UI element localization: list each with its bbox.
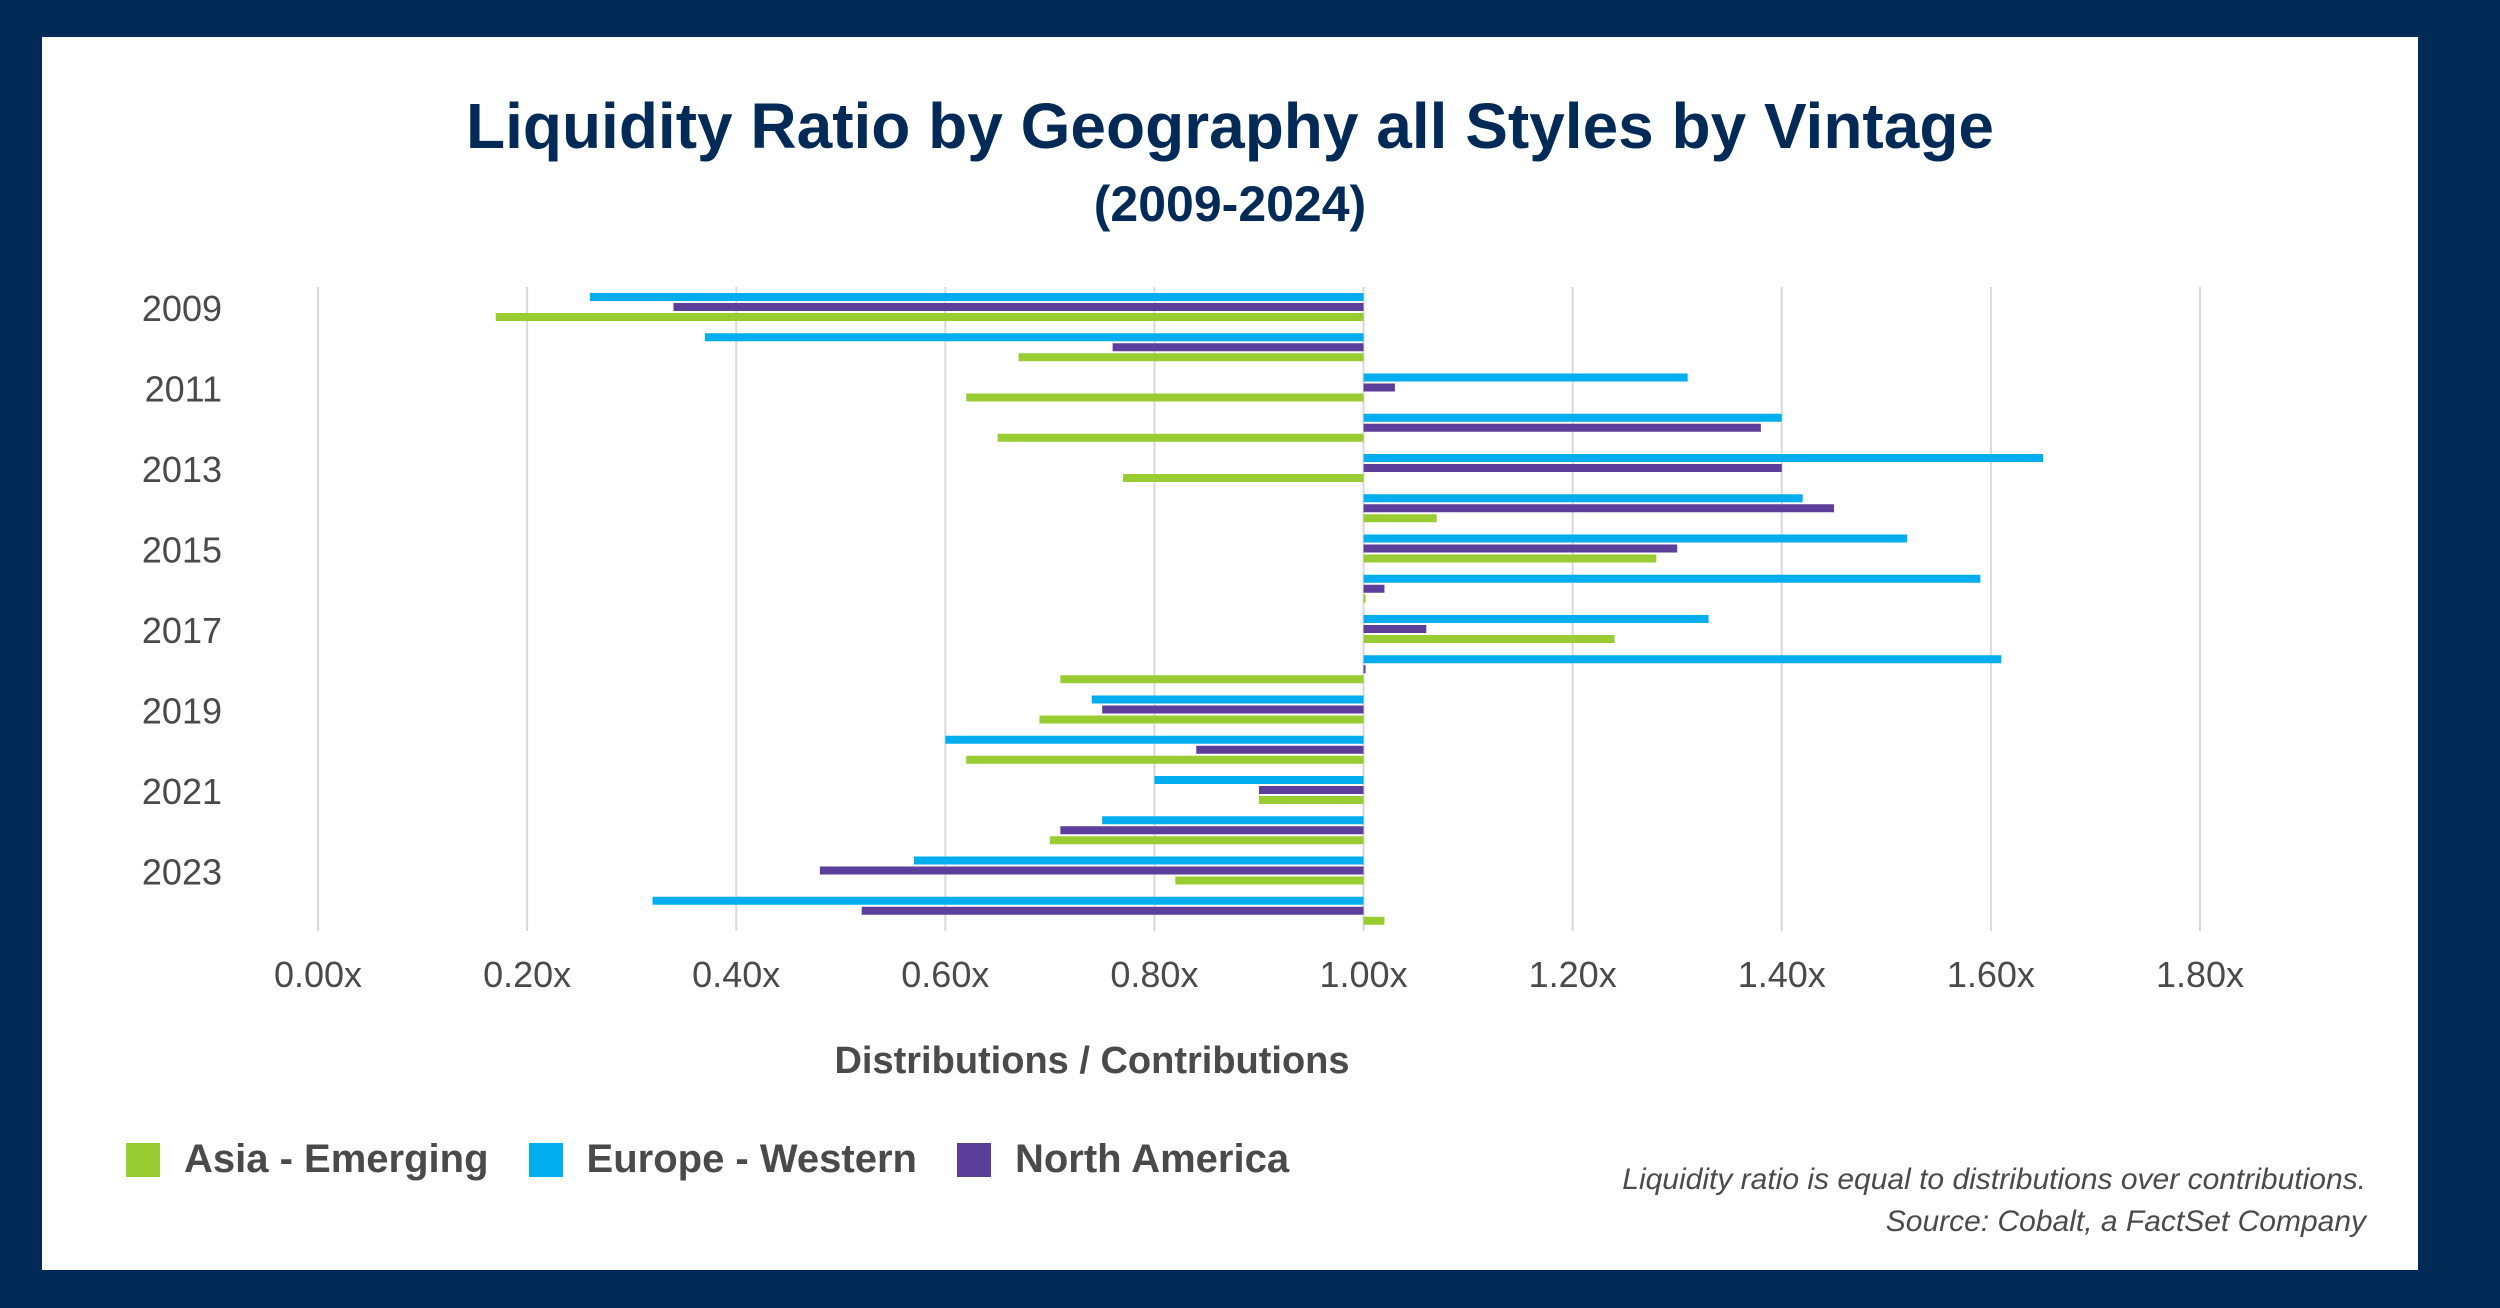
x-tick-label: 0.40x (692, 954, 780, 995)
note-line-definition: Liquidity ratio is equal to distribution… (1622, 1163, 2366, 1196)
y-tick-label: 2015 (142, 530, 222, 571)
y-tick-label: 2023 (142, 852, 222, 893)
y-tick-label: 2019 (142, 691, 222, 732)
bar-north-america-2017 (1363, 625, 1427, 633)
bar-north-america-2010 (1112, 343, 1364, 352)
y-tick-label: 2013 (142, 449, 222, 490)
bar-north-america-2020 (1196, 745, 1364, 754)
x-axis-labels: 0.00x 0.20x 0.40x 0.60x 0.80x 1.00x 1.20x 1.40x… (274, 954, 2244, 995)
legend-label-europe-western: Europe - Western (586, 1137, 917, 1181)
bar-europe-western-2015 (1363, 534, 1908, 543)
bar-north-america-2012 (1363, 423, 1761, 432)
bar-europe-western-2016 (1363, 574, 1981, 583)
x-axis-title: Distributions / Contributions (834, 1040, 1350, 1082)
bar-asia-emerging-2009 (495, 313, 1364, 321)
bar-europe-western-2024 (652, 896, 1364, 905)
bar-asia-emerging-2015 (1363, 554, 1657, 563)
legend-item-europe-western: Europe - Western (528, 1137, 917, 1182)
bar-asia-emerging-2018 (1060, 675, 1364, 684)
bar-north-america-2009 (673, 303, 1364, 311)
bar-europe-western-2023 (913, 856, 1364, 865)
y-tick-label: 2009 (142, 288, 222, 329)
bar-europe-western-2022 (1102, 816, 1364, 825)
x-tick-label: 0.20x (483, 954, 571, 995)
x-tick-label: 1.80x (2156, 954, 2244, 995)
bar-asia-emerging-2021 (1259, 796, 1364, 804)
bar-europe-western-2013 (1363, 454, 2044, 462)
legend-swatch-asia-emerging (126, 1142, 160, 1177)
x-tick-label: 1.20x (1529, 954, 1617, 995)
bar-north-america-2022 (1060, 826, 1364, 835)
bar-north-america-2011 (1363, 383, 1395, 392)
bar-asia-emerging-2010 (1018, 353, 1364, 362)
bar-north-america-2024 (861, 906, 1364, 915)
legend: Asia - Emerging Europe - Western North A… (126, 1137, 1329, 1182)
chart-card: Liquidity Ratio by Geography all Styles … (42, 37, 2418, 1270)
y-tick-label: 2011 (145, 369, 222, 410)
bar-north-america-2021 (1259, 786, 1364, 794)
chart-title: Liquidity Ratio by Geography all Styles … (465, 90, 1995, 162)
x-tick-label: 0.80x (1110, 954, 1198, 995)
y-axis-labels: 2009 2011 2013 2015 2017 2019 2021 2023 (142, 288, 222, 893)
bar-europe-western-2009 (589, 293, 1364, 301)
bar-north-america-2016 (1363, 584, 1385, 593)
y-tick-label: 2021 (142, 771, 222, 812)
bar-asia-emerging-2017 (1363, 635, 1615, 643)
bar-north-america-2023 (819, 866, 1364, 875)
bar-europe-western-2021 (1154, 776, 1364, 784)
bar-asia-emerging-2011 (966, 393, 1364, 402)
bar-asia-emerging-2019 (1039, 715, 1364, 724)
bar-asia-emerging-2016 (1363, 594, 1366, 603)
bar-europe-western-2020 (945, 735, 1364, 744)
note-line-source: Source: Cobalt, a FactSet Company (1885, 1205, 2366, 1238)
bar-asia-emerging-2012 (997, 433, 1364, 442)
grid-lines (317, 287, 2201, 931)
bar-north-america-2013 (1363, 464, 1782, 472)
chart-subtitle: (2009-2024) (1093, 176, 1367, 232)
bar-asia-emerging-2014 (1363, 514, 1437, 523)
legend-swatch-north-america (956, 1142, 991, 1177)
bar-europe-western-2018 (1363, 655, 2002, 664)
legend-item-asia-emerging: Asia - Emerging (126, 1137, 489, 1182)
bar-north-america-2014 (1363, 504, 1835, 513)
x-tick-label: 0.60x (901, 954, 989, 995)
legend-label-north-america: North America (1014, 1137, 1290, 1181)
x-tick-label: 1.40x (1738, 954, 1826, 995)
bar-asia-emerging-2013 (1123, 474, 1364, 482)
bar-asia-emerging-2024 (1363, 916, 1385, 925)
bar-north-america-2019 (1102, 705, 1364, 714)
x-tick-label: 0.00x (274, 954, 362, 995)
x-tick-label: 1.00x (1320, 954, 1408, 995)
bar-europe-western-2017 (1363, 615, 1709, 623)
bars (495, 293, 2044, 925)
bar-europe-western-2010 (704, 333, 1364, 342)
source-note: Liquidity ratio is equal to distribution… (1622, 1159, 2366, 1243)
bar-north-america-2018 (1363, 665, 1366, 674)
bar-asia-emerging-2023 (1175, 876, 1364, 885)
bar-europe-western-2011 (1363, 373, 1688, 382)
bar-europe-western-2014 (1363, 494, 1803, 503)
bar-europe-western-2012 (1363, 413, 1782, 422)
x-tick-label: 1.60x (1947, 954, 2035, 995)
legend-swatch-europe-western (528, 1142, 563, 1177)
bar-europe-western-2019 (1091, 695, 1364, 704)
bar-asia-emerging-2020 (966, 755, 1364, 764)
y-tick-label: 2017 (142, 610, 222, 651)
bar-north-america-2015 (1363, 544, 1678, 553)
bar-asia-emerging-2022 (1049, 836, 1364, 845)
legend-label-asia-emerging: Asia - Emerging (184, 1137, 489, 1181)
legend-item-north-america: North America (956, 1137, 1290, 1182)
